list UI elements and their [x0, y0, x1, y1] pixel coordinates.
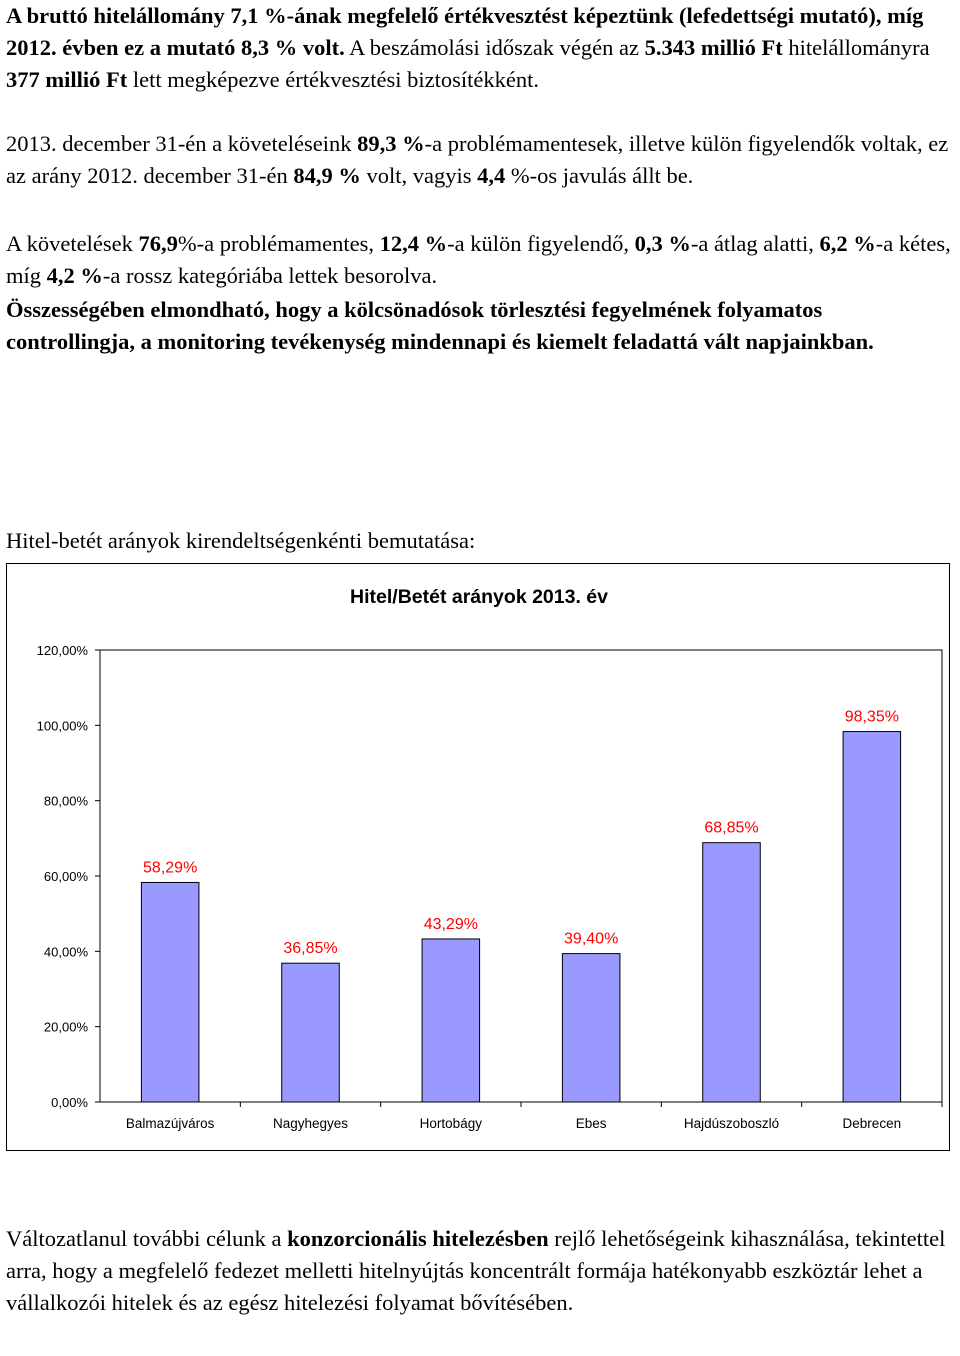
x-tick-label: Ebes: [576, 1116, 607, 1131]
paragraph-receivables-quality: 2013. december 31-én a követeléseink 89,…: [6, 128, 954, 192]
text-segment: Összességében elmondható, hogy a kölcsön…: [6, 297, 874, 354]
x-tick-label: Nagyhegyes: [273, 1116, 348, 1131]
text-segment: 84,9 %: [293, 163, 361, 188]
paragraph-syndicated-lending: Változatlanul további célunk a konzorcio…: [6, 1223, 954, 1319]
x-tick-label: Debrecen: [843, 1116, 902, 1131]
text-segment: A bruttó hitelállomány 7,1 %-ának megfel…: [6, 3, 924, 60]
text-segment: volt, vagyis: [360, 163, 478, 188]
text-segment: 0,3 %: [634, 231, 691, 256]
y-tick-label: 80,00%: [44, 794, 89, 809]
y-tick-label: 40,00%: [44, 944, 89, 959]
text-segment: lett megképezve értékvesztési biztosíték…: [127, 67, 539, 92]
text-segment: %-a problémamentes,: [177, 231, 380, 256]
value-label: 58,29%: [143, 859, 197, 876]
text-segment: 377 millió Ft: [6, 67, 128, 92]
text-segment: hitelállományra: [782, 35, 930, 60]
y-tick-label: 100,00%: [37, 718, 89, 733]
text-segment: 5.343 millió Ft: [644, 35, 783, 60]
paragraph-receivables-breakdown: A követelések 76,9%-a problémamentes, 12…: [6, 228, 954, 292]
text-segment: A beszámolási időszak végén az: [344, 35, 645, 60]
bar-1: [281, 962, 340, 1103]
text-segment: Változatlanul további célunk a: [6, 1226, 288, 1251]
bar-2: [421, 938, 481, 1103]
paragraph-provisioning: A bruttó hitelállomány 7,1 %-ának megfel…: [6, 0, 954, 96]
text-segment: rejlő lehetőségeink kihasználása, tekint…: [6, 1226, 946, 1315]
y-tick-label: 60,00%: [44, 869, 89, 884]
text-segment: 4,4: [477, 163, 506, 188]
bar-4: [702, 842, 761, 1103]
text-segment: 12,4 %: [379, 231, 448, 256]
bar-0: [140, 881, 200, 1103]
text-segment: %-os javulás állt be.: [505, 163, 694, 188]
text-segment: 89,3 %: [357, 131, 425, 156]
value-label: 98,35%: [845, 709, 899, 726]
text-segment: -a rossz kategóriába lettek besorolva.: [102, 263, 438, 288]
text-segment: konzorcionális hitelezésben: [287, 1226, 549, 1251]
y-tick-label: 120,00%: [37, 643, 89, 658]
text-segment: -a átlag alatti,: [690, 231, 820, 256]
value-label: 43,29%: [424, 916, 478, 933]
text-segment: -a problémamentesek, illetve külön figye…: [6, 131, 949, 188]
plot-area: [99, 649, 943, 1103]
value-label: 36,85%: [283, 940, 337, 957]
y-tick-label: 0,00%: [51, 1095, 88, 1110]
section-label: Hitel-betét arányok kirendeltségenkénti …: [6, 528, 476, 553]
value-label: 68,85%: [704, 820, 758, 837]
bar-chart: Hitel/Betét arányok 2013. év 0,00% 20,00%…: [37, 586, 943, 1131]
value-label: 39,40%: [564, 931, 618, 948]
text-segment: 2013. december 31-én a követeléseink: [6, 131, 358, 156]
chart-frame: Hitel/Betét arányok 2013. év 0,00% 20,00%…: [6, 563, 950, 1151]
text-segment: 6,2 %: [819, 231, 876, 256]
text-segment: A követelések: [6, 231, 139, 256]
bar-5: [842, 731, 902, 1103]
chart-title: Hitel/Betét arányok 2013. év: [350, 586, 608, 608]
x-tick-label: Hajdúszoboszló: [684, 1116, 779, 1131]
x-tick-label: Balmazújváros: [126, 1116, 215, 1131]
y-tick-label: 20,00%: [44, 1020, 89, 1035]
text-segment: 76,9: [138, 231, 178, 256]
text-segment: -a külön figyelendő,: [447, 231, 635, 256]
bar-3: [561, 953, 621, 1103]
text-segment: 4,2 %: [46, 263, 103, 288]
text-segment: -a kétes, míg: [6, 231, 951, 288]
paragraph-summary: Összességében elmondható, hogy a kölcsön…: [6, 294, 954, 358]
x-tick-label: Hortobágy: [420, 1116, 483, 1131]
